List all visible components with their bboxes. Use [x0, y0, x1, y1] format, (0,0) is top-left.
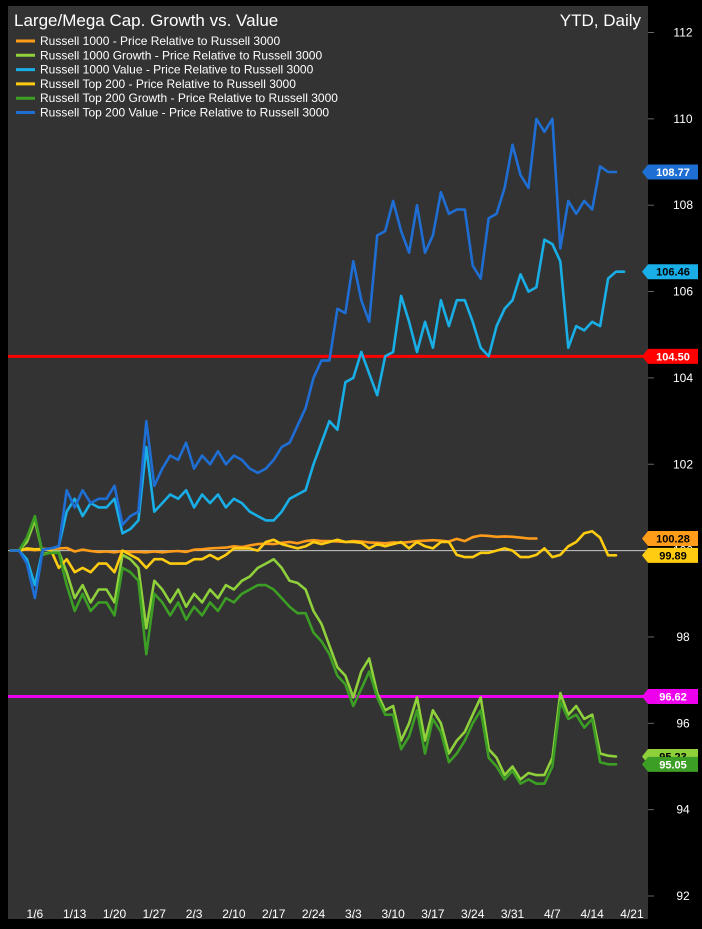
x-tick-label: 1/6 [27, 907, 44, 921]
legend-label-r1000: Russell 1000 - Price Relative to Russell… [40, 34, 280, 48]
x-tick-label: 3/3 [345, 907, 362, 921]
series-top200g-tag-label: 95.05 [659, 759, 687, 771]
chart-title: Large/Mega Cap. Growth vs. Value [14, 11, 278, 30]
series-line-top200v [9, 117, 618, 600]
x-tick-label: 4/21 [620, 907, 644, 921]
y-tick-label: 92 [676, 889, 690, 903]
x-tick-label: 3/24 [461, 907, 485, 921]
y-tick-label: 106 [673, 285, 693, 299]
legend-label-r1000g: Russell 1000 Growth - Price Relative to … [40, 48, 322, 62]
plot-area [8, 6, 648, 919]
chart-subtitle: YTD, Daily [560, 11, 642, 30]
y-tick-label: 96 [676, 716, 690, 730]
x-tick-label: 1/13 [63, 907, 87, 921]
x-tick-label: 2/24 [302, 907, 326, 921]
series-line-r1000g [9, 519, 618, 781]
reference-1-tag-label: 96.62 [659, 692, 687, 704]
y-tick-label: 108 [673, 198, 693, 212]
y-tick-label: 94 [676, 803, 690, 817]
y-tick-label: 102 [673, 457, 693, 471]
y-tick-label: 110 [673, 112, 692, 126]
value-tags: 104.5096.62100.2895.23106.4699.8995.0510… [642, 164, 698, 772]
series-r1000v-tag-label: 106.46 [656, 267, 690, 279]
legend-label-top200v: Russell Top 200 Value - Price Relative t… [40, 106, 329, 120]
series-r1000-tag [642, 531, 698, 547]
x-tick-label: 4/7 [544, 907, 561, 921]
series-top200-tag-label: 99.89 [659, 550, 687, 562]
y-tick-label: 98 [676, 630, 690, 644]
series-r1000-tag-label: 100.28 [656, 534, 690, 546]
series-top200-tag [642, 547, 698, 563]
series-line-top200 [9, 529, 618, 574]
reference-0-tag [642, 348, 698, 364]
series-top200v-tag [642, 164, 698, 180]
series-top200v-tag-label: 108.77 [656, 167, 690, 179]
series-line-r1000v [9, 238, 626, 587]
y-tick-label: 104 [673, 371, 693, 385]
y-tick-label: 112 [673, 26, 692, 40]
legend-label-top200g: Russell Top 200 Growth - Price Relative … [40, 91, 338, 105]
series-line-top200g [9, 514, 618, 786]
legend: Russell 1000 - Price Relative to Russell… [16, 34, 338, 120]
series-r1000v-tag [642, 264, 698, 280]
x-tick-label: 1/20 [103, 907, 127, 921]
series-layer [9, 117, 626, 786]
legend-label-top200: Russell Top 200 - Price Relative to Russ… [40, 77, 296, 91]
x-tick-label: 2/3 [186, 907, 203, 921]
x-tick-label: 3/31 [501, 907, 525, 921]
x-tick-label: 1/27 [143, 907, 167, 921]
x-tick-label: 3/17 [421, 907, 445, 921]
x-tick-label: 4/14 [580, 907, 604, 921]
reference-1-tag [642, 689, 698, 705]
reference-lines [8, 354, 648, 699]
legend-label-r1000v: Russell 1000 Value - Price Relative to R… [40, 63, 314, 77]
series-top200g-tag [642, 756, 698, 772]
reference-0-tag-label: 104.50 [656, 351, 690, 363]
x-tick-label: 2/17 [262, 907, 286, 921]
x-tick-label: 2/10 [222, 907, 246, 921]
x-tick-label: 3/10 [381, 907, 405, 921]
